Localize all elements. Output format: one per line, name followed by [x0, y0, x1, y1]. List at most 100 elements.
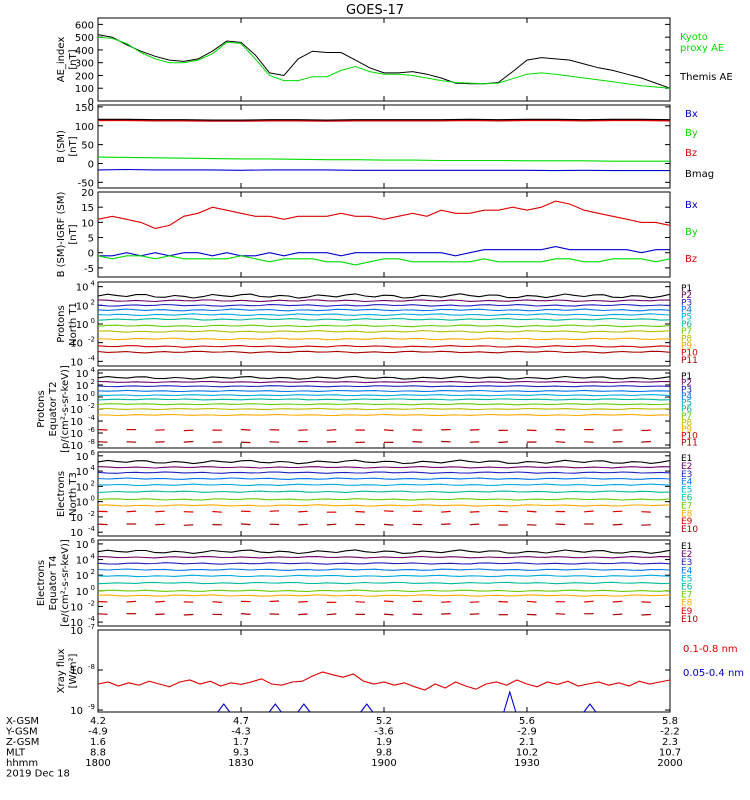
series-label: E4	[681, 566, 693, 576]
y-tick-exponent: -4	[88, 414, 96, 422]
y-tick-label: 10	[76, 587, 89, 598]
series-p2	[97, 299, 671, 303]
series-label: P6	[681, 320, 692, 330]
y-tick-label: 10	[76, 540, 89, 551]
series-e10	[240, 613, 251, 615]
x-axis-row-value: -4.3	[231, 727, 251, 738]
x-axis-date: 2019 Dec 18	[6, 769, 70, 780]
series-label: E2	[681, 550, 692, 560]
series-e9	[355, 510, 365, 513]
x-axis-row-label: X-GSM	[6, 716, 39, 727]
series-label: E3	[681, 470, 692, 480]
series-e6	[97, 581, 671, 585]
y-tick-exponent: 0	[91, 390, 95, 398]
series-e9	[298, 510, 308, 513]
series-e10	[183, 613, 194, 616]
series-label: P4	[681, 306, 692, 316]
series-p1	[97, 375, 671, 380]
series-e10	[441, 523, 451, 525]
y-axis-title: [nT]	[68, 136, 79, 156]
x-axis-row-value: 2000	[657, 758, 682, 769]
series-e10	[298, 613, 308, 616]
y-tick-label: 10	[70, 357, 83, 368]
x-axis-row-value: 9.3	[233, 748, 249, 759]
y-tick-exponent: -2	[88, 336, 95, 344]
series-e7	[97, 498, 671, 501]
series-e3	[97, 471, 671, 474]
series-p2	[97, 380, 670, 384]
series-label: E10	[681, 615, 698, 625]
series-xray-short	[360, 703, 374, 713]
series-label: E7	[681, 591, 692, 601]
y-axis-title: [nT]	[68, 224, 79, 244]
series-bx	[98, 246, 670, 257]
series-e9	[612, 600, 623, 603]
series-e9	[441, 601, 451, 603]
x-axis-row-label: Z-GSM	[6, 737, 39, 748]
x-axis-row-value: 8.8	[90, 748, 106, 759]
series-xray-long	[97, 671, 671, 691]
y-tick-exponent: 6	[91, 449, 96, 457]
panel-frame	[97, 281, 671, 367]
series-p9	[97, 413, 671, 417]
y-tick-exponent: -8	[88, 438, 95, 446]
series-e10	[526, 613, 537, 616]
y-tick-label: 10	[76, 571, 89, 582]
series-label: P8	[681, 334, 692, 344]
series-xray-short	[297, 703, 311, 713]
y-tick-exponent: 2	[91, 479, 95, 487]
series-label: E4	[681, 478, 693, 488]
y-axis-title: [p/(cm²-s-sr-keV)]	[60, 365, 71, 453]
y-tick-label: 10	[70, 528, 83, 539]
series-p10	[97, 345, 671, 348]
legend-ae: Kyoto	[680, 32, 708, 43]
series-label: P1	[681, 372, 692, 382]
series-e9	[269, 600, 280, 603]
series-p11	[183, 440, 194, 443]
y-tick-exponent: 4	[91, 553, 96, 561]
series-label: E6	[681, 494, 693, 504]
y-axis-title: [W/m²]	[68, 653, 79, 688]
y-axis-title: Equator T2	[48, 382, 59, 437]
y-tick-exponent: -2	[88, 599, 95, 607]
series-e10	[298, 523, 308, 526]
y-axis-title: [e/(cm²-s-sr-keV)]	[60, 539, 71, 627]
series-p4	[97, 389, 671, 393]
y-tick-exponent: -8	[88, 663, 95, 671]
series-e1	[97, 549, 671, 555]
series-p1	[97, 293, 671, 299]
y-tick-label: 10	[76, 381, 89, 392]
series-e9	[584, 600, 594, 603]
y-tick-label: 10	[76, 283, 89, 294]
y-tick-label: 10	[76, 467, 89, 478]
y-tick-label: 10	[76, 320, 89, 331]
series-bz	[97, 200, 671, 229]
series-p6	[97, 398, 671, 401]
panel-frame	[97, 191, 671, 278]
x-axis-row-value: 1.9	[376, 737, 392, 748]
series-label: P7	[681, 412, 692, 422]
series-p5	[97, 313, 671, 317]
x-axis-row-label: MLT	[6, 748, 26, 759]
x-axis-row-value: 10.2	[516, 748, 538, 759]
plot-title: GOES-17	[346, 3, 404, 18]
y-tick-exponent: -4	[88, 615, 96, 623]
y-tick-label: 10	[76, 369, 89, 380]
series-p11	[555, 441, 566, 443]
series-e10	[183, 524, 194, 526]
series-e5	[97, 574, 671, 578]
series-p3	[97, 385, 671, 388]
y-axis-title: Xray flux	[56, 649, 67, 694]
series-p5	[97, 394, 671, 397]
series-p10	[240, 428, 251, 431]
series-xray-short	[217, 703, 231, 713]
series-e9	[126, 510, 137, 513]
y-tick-exponent: -4	[88, 354, 96, 362]
y-tick-label: 10	[70, 417, 83, 428]
series-e10	[383, 523, 394, 526]
legend-b: Bmag	[685, 169, 714, 180]
series-p4	[97, 308, 671, 312]
y-tick-label: 10	[76, 452, 89, 463]
legend-b: By	[685, 128, 698, 139]
y-tick-label: 10	[70, 513, 83, 524]
